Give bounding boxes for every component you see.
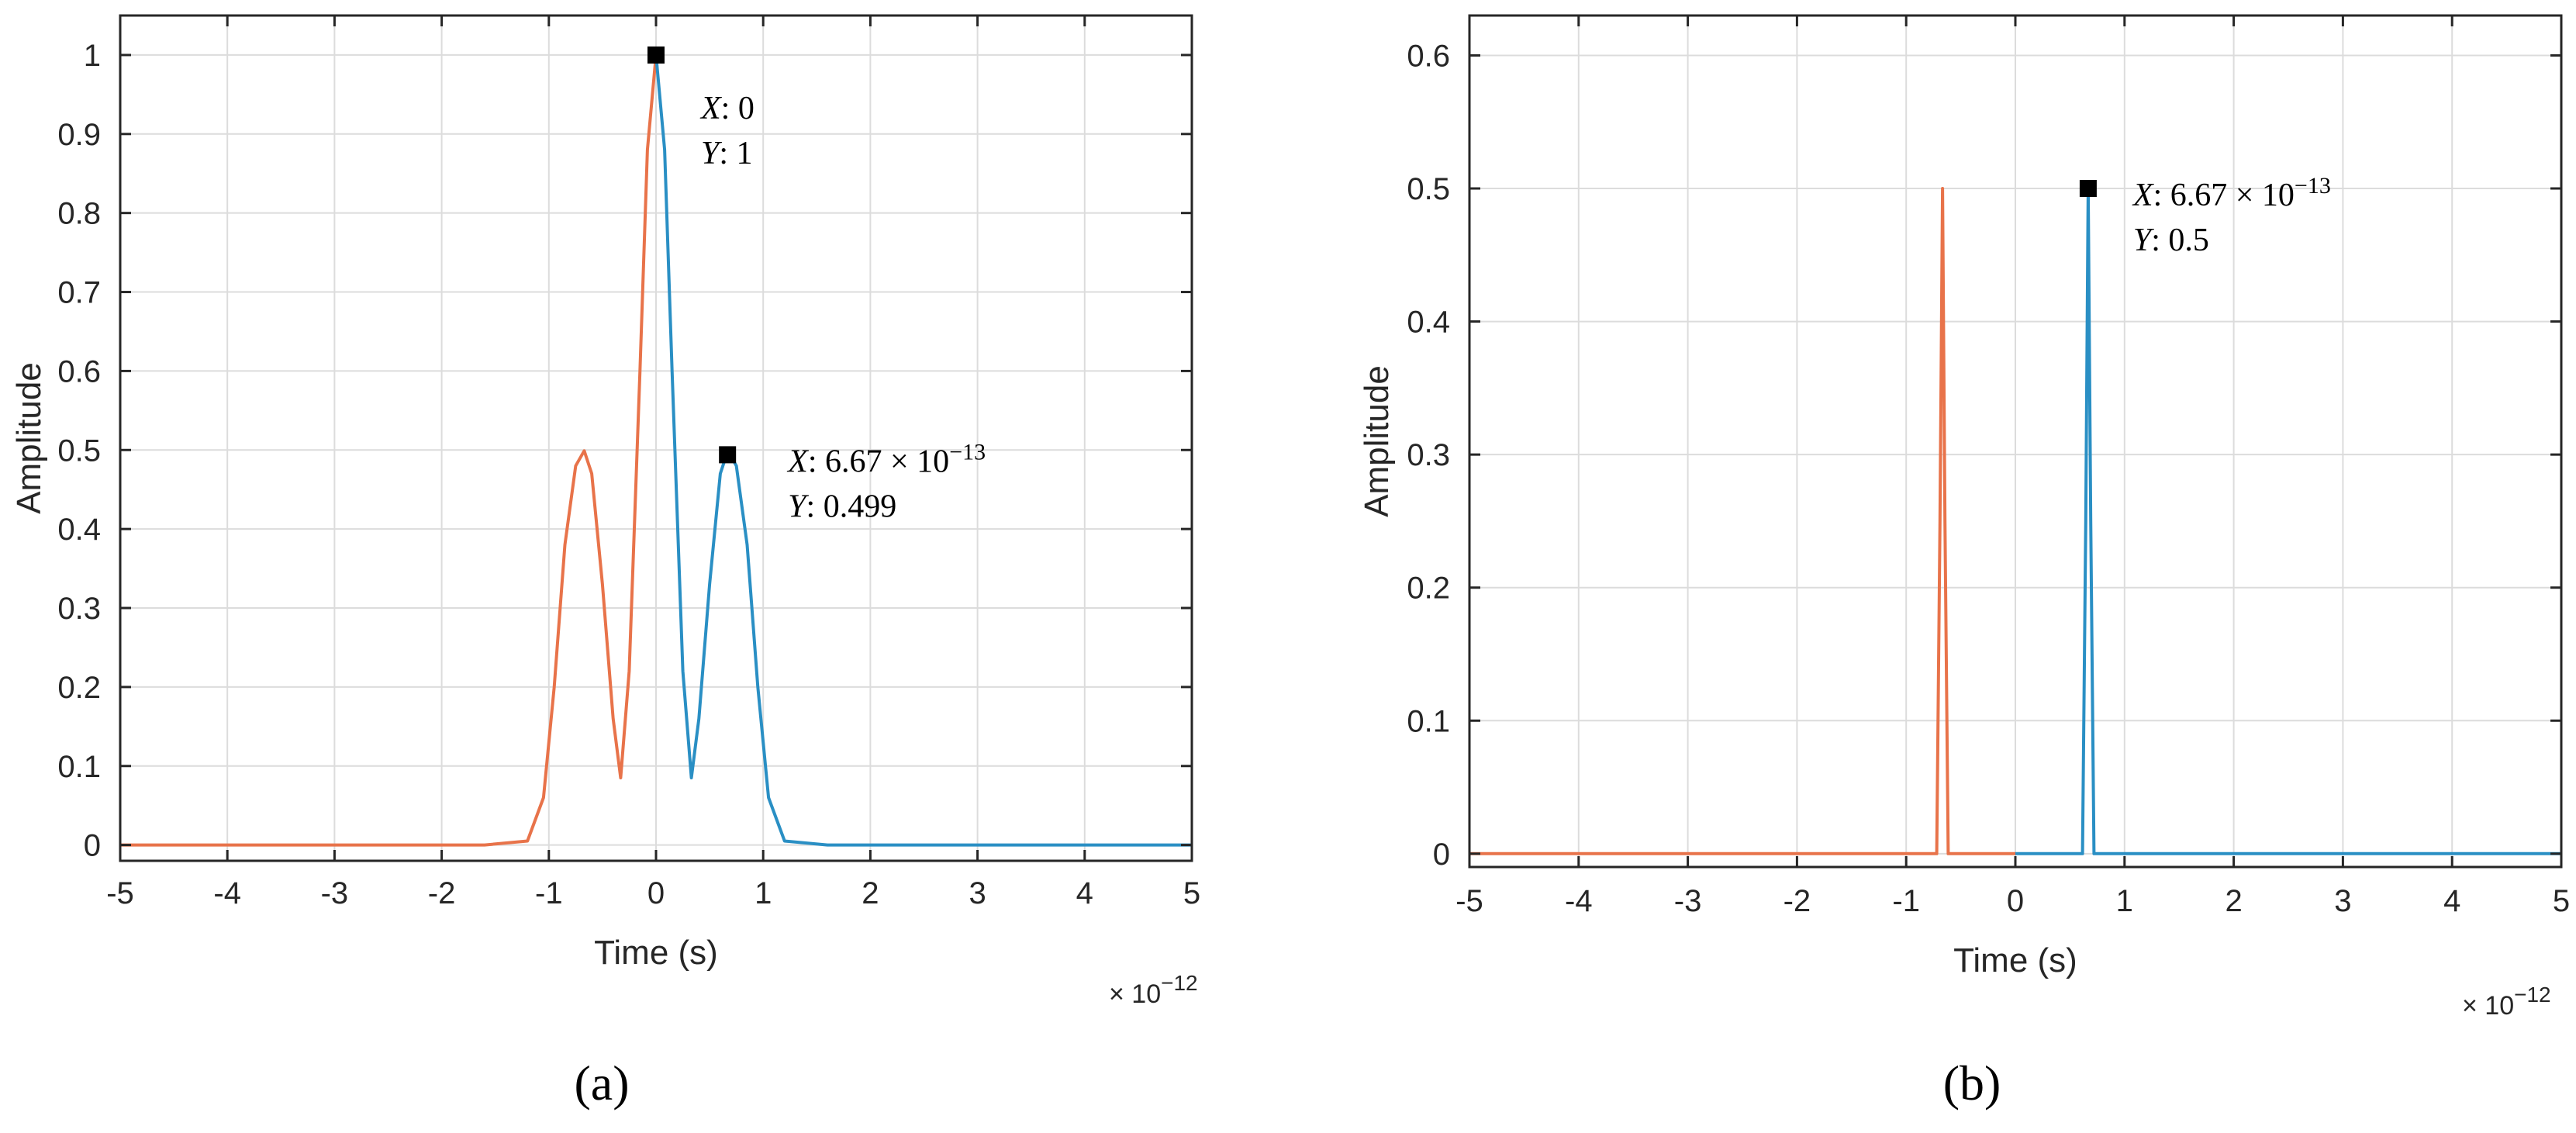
- y-tick-label: 0.5: [57, 434, 101, 468]
- y-tick-label: 0.2: [57, 671, 101, 705]
- y-axis-title: Amplitude: [10, 362, 48, 514]
- data-tip-y-label: Y: 0.499: [788, 489, 896, 524]
- data-tip-x-symbol: X: [2132, 178, 2155, 213]
- x-tick-label: 2: [862, 876, 879, 910]
- x-tick-label: -4: [213, 876, 241, 910]
- x-tick-label: 3: [2334, 884, 2351, 918]
- x-tick-label: -1: [1892, 884, 1920, 918]
- data-tip-x-symbol: X: [699, 91, 723, 126]
- chart-panel-a: -5 -4 -3 -2 -1 0 1 2 3 4 5 0 0.1 0.2 0.3 0.4 0.5 0.6 0.7 0.…: [10, 14, 1200, 1009]
- panel-label: (a): [574, 1055, 629, 1111]
- x-exponent-label: × 10−12: [2462, 983, 2551, 1021]
- x-exponent-base: × 10: [2462, 991, 2514, 1021]
- data-tip-x-value: : 6.67 × 10: [2153, 178, 2295, 213]
- x-tick-label: -3: [321, 876, 349, 910]
- data-tip-x-exponent: −13: [949, 439, 986, 465]
- x-tick-label: 2: [2225, 884, 2242, 918]
- y-axis-title: Amplitude: [1358, 365, 1396, 517]
- x-exponent-power: −12: [1161, 971, 1198, 995]
- x-tick-label: 0: [647, 876, 665, 910]
- x-tick-label: -5: [106, 876, 134, 910]
- x-exponent-power: −12: [2514, 983, 2551, 1007]
- x-tick-label: -1: [535, 876, 563, 910]
- data-tip-y-value: : 0.499: [806, 489, 897, 524]
- y-tick-label: 0.1: [57, 750, 101, 784]
- x-tick-label: 3: [969, 876, 986, 910]
- x-tick-label: 4: [2443, 884, 2460, 918]
- x-tick-label: 4: [1076, 876, 1093, 910]
- data-tip-x-label: X: 6.67 × 10−13: [786, 439, 986, 479]
- data-tip-marker: [2079, 180, 2097, 198]
- y-tick-label: 0: [1433, 838, 1450, 872]
- series-line-1: [1469, 187, 2015, 855]
- y-tick-label: 0.7: [57, 276, 101, 310]
- y-tick-label: 0.6: [1407, 39, 1450, 73]
- data-tip-y-symbol: Y: [701, 136, 723, 171]
- x-exponent-base: × 10: [1109, 979, 1161, 1009]
- y-tick-label: 0.2: [1407, 572, 1450, 606]
- data-tip-marker: [647, 46, 665, 64]
- y-tick-label: 0.5: [1407, 172, 1450, 206]
- x-tick-label: -4: [1565, 884, 1593, 918]
- y-tick-label: 0.3: [57, 592, 101, 626]
- data-tip-y-label: Y: 1: [701, 136, 753, 171]
- x-tick-label: -3: [1674, 884, 1702, 918]
- x-tick-label: 5: [2553, 884, 2570, 918]
- data-tip-y-label: Y: 0.5: [2133, 223, 2209, 258]
- x-tick-label: -2: [1784, 884, 1811, 918]
- panel-label: (b): [1943, 1055, 2001, 1111]
- data-tip-y-value: : 1: [719, 136, 752, 171]
- y-tick-label: 0.8: [57, 197, 101, 231]
- x-tick-label: -2: [428, 876, 456, 910]
- y-tick-label: 0.6: [57, 354, 101, 389]
- x-tick-label: 0: [2007, 884, 2024, 918]
- data-tip-y-value: : 0.5: [2151, 223, 2209, 258]
- data-tip-x-label: X: 0: [699, 91, 754, 126]
- series-line-1: [120, 54, 658, 847]
- data-tip-y-symbol: Y: [788, 489, 810, 524]
- data-tip-x-label: X: 6.67 × 10−13: [2132, 173, 2331, 213]
- x-axis-title: Time (s): [1953, 941, 2077, 979]
- y-tick-label: 1: [84, 39, 101, 73]
- x-tick-label: 1: [2116, 884, 2133, 918]
- data-tip-x-value: : 6.67 × 10: [808, 444, 949, 479]
- x-exponent-label: × 10−12: [1109, 971, 1198, 1009]
- x-tick-label: -5: [1455, 884, 1483, 918]
- data-tip-marker: [719, 446, 737, 464]
- data-tip-x-exponent: −13: [2295, 173, 2331, 199]
- chart-panel-b: -5 -4 -3 -2 -1 0 1 2 3 4 5 0 0.1 0.2 0.3 0.4 0.5 0.6 Time …: [1358, 14, 2570, 1021]
- y-tick-label: 0.3: [1407, 438, 1450, 472]
- x-tick-label: 1: [754, 876, 772, 910]
- x-tick-label: 5: [1183, 876, 1200, 910]
- x-axis-title: Time (s): [594, 934, 718, 972]
- data-tip-y-symbol: Y: [2133, 223, 2155, 258]
- y-tick-label: 0.9: [57, 118, 101, 152]
- y-tick-label: 0.4: [57, 513, 101, 547]
- y-tick-label: 0.1: [1407, 704, 1450, 738]
- data-tip-x-symbol: X: [786, 444, 810, 479]
- y-tick-label: 0: [84, 829, 101, 863]
- data-tip-x-value: : 0: [721, 91, 754, 126]
- y-tick-label: 0.4: [1407, 306, 1450, 340]
